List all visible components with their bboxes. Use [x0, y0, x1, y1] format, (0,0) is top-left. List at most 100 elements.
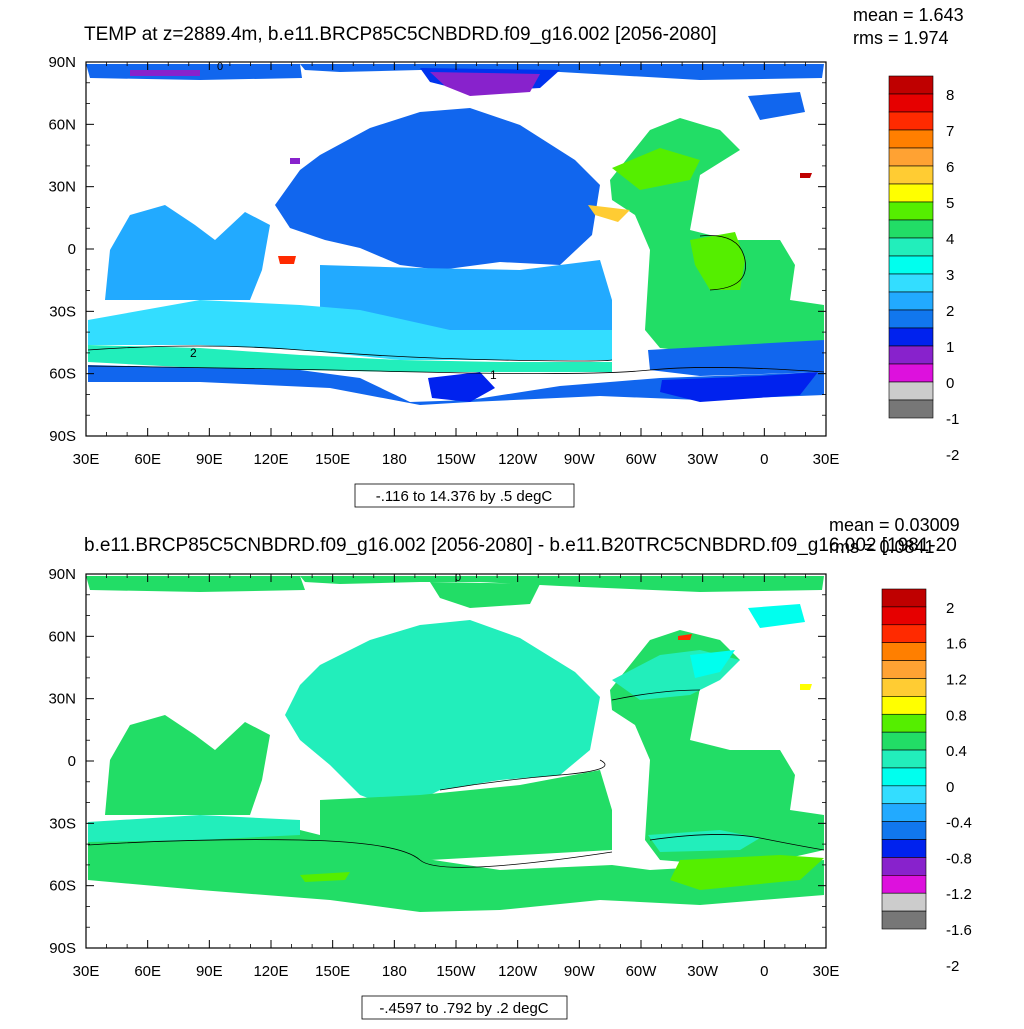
- contour-line: [87, 365, 825, 374]
- ocean-region-arctic: [130, 70, 200, 76]
- ocean-region-south: [88, 830, 824, 912]
- lat-tick-label: 0: [68, 753, 76, 770]
- lon-tick-label: 30E: [73, 963, 100, 980]
- panel-2-contour-info: -.4597 to .792 by .2 degC: [379, 1000, 548, 1017]
- lon-tick-label: 0: [760, 451, 768, 468]
- lon-tick-label: 180: [382, 451, 407, 468]
- ocean-region-atlantic: [612, 148, 700, 190]
- colorbar-box: [881, 839, 927, 858]
- colorbar-box: [888, 237, 934, 257]
- lon-tick-label: 120W: [498, 451, 538, 468]
- colorbar-box: [881, 606, 927, 626]
- ocean-region-arctic: [430, 582, 540, 608]
- colorbar-label: -1.2: [946, 886, 972, 903]
- ocean-region-pacific: [285, 620, 600, 810]
- colorbar-label: -1: [946, 411, 959, 428]
- colorbar-box: [888, 345, 934, 365]
- lon-tick-label: 30W: [687, 963, 719, 980]
- ocean-region-patch: [300, 872, 350, 882]
- colorbar-box: [888, 381, 934, 401]
- panel-1: TEMP at z=2889.4m, b.e11.BRCP85C5CNBDRD.…: [48, 5, 964, 508]
- ocean-region-south: [88, 815, 300, 842]
- colorbar-label: 0.4: [946, 743, 967, 760]
- ocean-region-patch: [800, 684, 812, 690]
- colorbar-box: [888, 219, 934, 239]
- colorbar-label: -0.8: [946, 850, 972, 867]
- panel-2-contour-info-box: [361, 995, 568, 1020]
- ocean-region-atlantic: [648, 340, 824, 376]
- colorbar-label: 2: [946, 600, 954, 617]
- contour-line: [611, 689, 701, 701]
- colorbar-box: [881, 642, 927, 661]
- colorbar-box: [881, 767, 927, 787]
- panel-2-rms: rms = 0.0841: [829, 537, 935, 557]
- lon-tick-label: 90E: [196, 451, 223, 468]
- ocean-region-south: [88, 300, 612, 360]
- lon-tick-label: 120E: [253, 451, 288, 468]
- ocean-region-patch: [800, 173, 812, 178]
- ocean-region-south: [660, 372, 818, 402]
- panel-1-colorbar: 8 7 6 5 4 3 2 1 0 -1 -2: [888, 75, 959, 464]
- colorbar-label: -0.4: [946, 815, 972, 832]
- lat-tick-label: 60N: [48, 116, 76, 133]
- lon-tick-label: 150E: [315, 963, 350, 980]
- lon-tick-label: 30W: [687, 451, 719, 468]
- lon-tick-label: 30E: [813, 451, 840, 468]
- contour-label: 2: [190, 346, 197, 360]
- contour-label: 0: [455, 572, 461, 584]
- lat-tick-label: 90S: [49, 428, 76, 445]
- colorbar-label: 2: [946, 303, 954, 320]
- colorbar-box: [888, 309, 934, 329]
- panel-1-title: TEMP at z=2889.4m, b.e11.BRCP85C5CNBDRD.…: [84, 24, 716, 45]
- lon-tick-label: 150E: [315, 451, 350, 468]
- colorbar-box: [888, 273, 934, 293]
- lon-tick-label: 60E: [134, 963, 161, 980]
- colorbar-box: [881, 785, 927, 805]
- panel-2-colorbar: 2 1.6 1.2 0.8 0.4 0 -0.4 -0.8 -1.2 -1.6 -2: [881, 588, 972, 975]
- colorbar-box: [888, 363, 934, 383]
- lon-tick-label: 90W: [564, 963, 596, 980]
- colorbar-box: [881, 660, 927, 679]
- contour-line: [439, 759, 606, 791]
- colorbar-box: [881, 803, 927, 822]
- panel-1-map: [86, 64, 825, 405]
- colorbar-label: 7: [946, 123, 954, 140]
- panel-2-title: b.e11.BRCP85C5CNBDRD.f09_g16.002 [2056-2…: [84, 535, 957, 556]
- ocean-region-atlantic: [670, 855, 824, 890]
- lon-tick-label: 90E: [196, 963, 223, 980]
- lat-tick-label: 90S: [49, 940, 76, 957]
- colorbar-label: 0.8: [946, 707, 967, 724]
- ocean-region-arctic: [748, 604, 805, 628]
- colorbar-box: [881, 857, 927, 876]
- colorbar-label: -2: [946, 447, 959, 464]
- ocean-region-atlantic: [648, 830, 760, 852]
- colorbar-box: [888, 183, 934, 203]
- lon-tick-label: 120W: [498, 963, 538, 980]
- lat-tick-label: 30N: [48, 179, 76, 196]
- lat-tick-label: 30N: [48, 691, 76, 708]
- ocean-region-arctic: [300, 576, 824, 592]
- colorbar-box: [881, 875, 927, 894]
- colorbar-box: [888, 147, 934, 167]
- lat-tick-label: 60S: [49, 366, 76, 383]
- colorbar-label: 0: [946, 375, 954, 392]
- colorbar-box: [888, 291, 934, 311]
- panel-2-axes: 90N 60N 30N 0 30S 60S 90S 30E 60E 90E 120E 150E 180 1…: [48, 566, 839, 980]
- ocean-region-atlantic: [690, 232, 745, 290]
- colorbar-box: [888, 111, 934, 131]
- ocean-region-patch: [678, 634, 692, 640]
- colorbar-box: [888, 327, 934, 347]
- lon-tick-label: 30E: [73, 451, 100, 468]
- colorbar-label: 1: [946, 339, 954, 356]
- colorbar-box: [881, 624, 927, 643]
- lat-tick-label: 90N: [48, 566, 76, 583]
- colorbar-label: -2: [946, 958, 959, 975]
- colorbar-label: 8: [946, 87, 954, 104]
- lon-tick-label: 60W: [626, 963, 658, 980]
- lon-tick-label: 90W: [564, 451, 596, 468]
- colorbar-box: [881, 749, 927, 769]
- panel-1-rms: rms = 1.974: [853, 28, 949, 48]
- lon-tick-label: 60W: [626, 451, 658, 468]
- lon-tick-label: 150W: [436, 451, 476, 468]
